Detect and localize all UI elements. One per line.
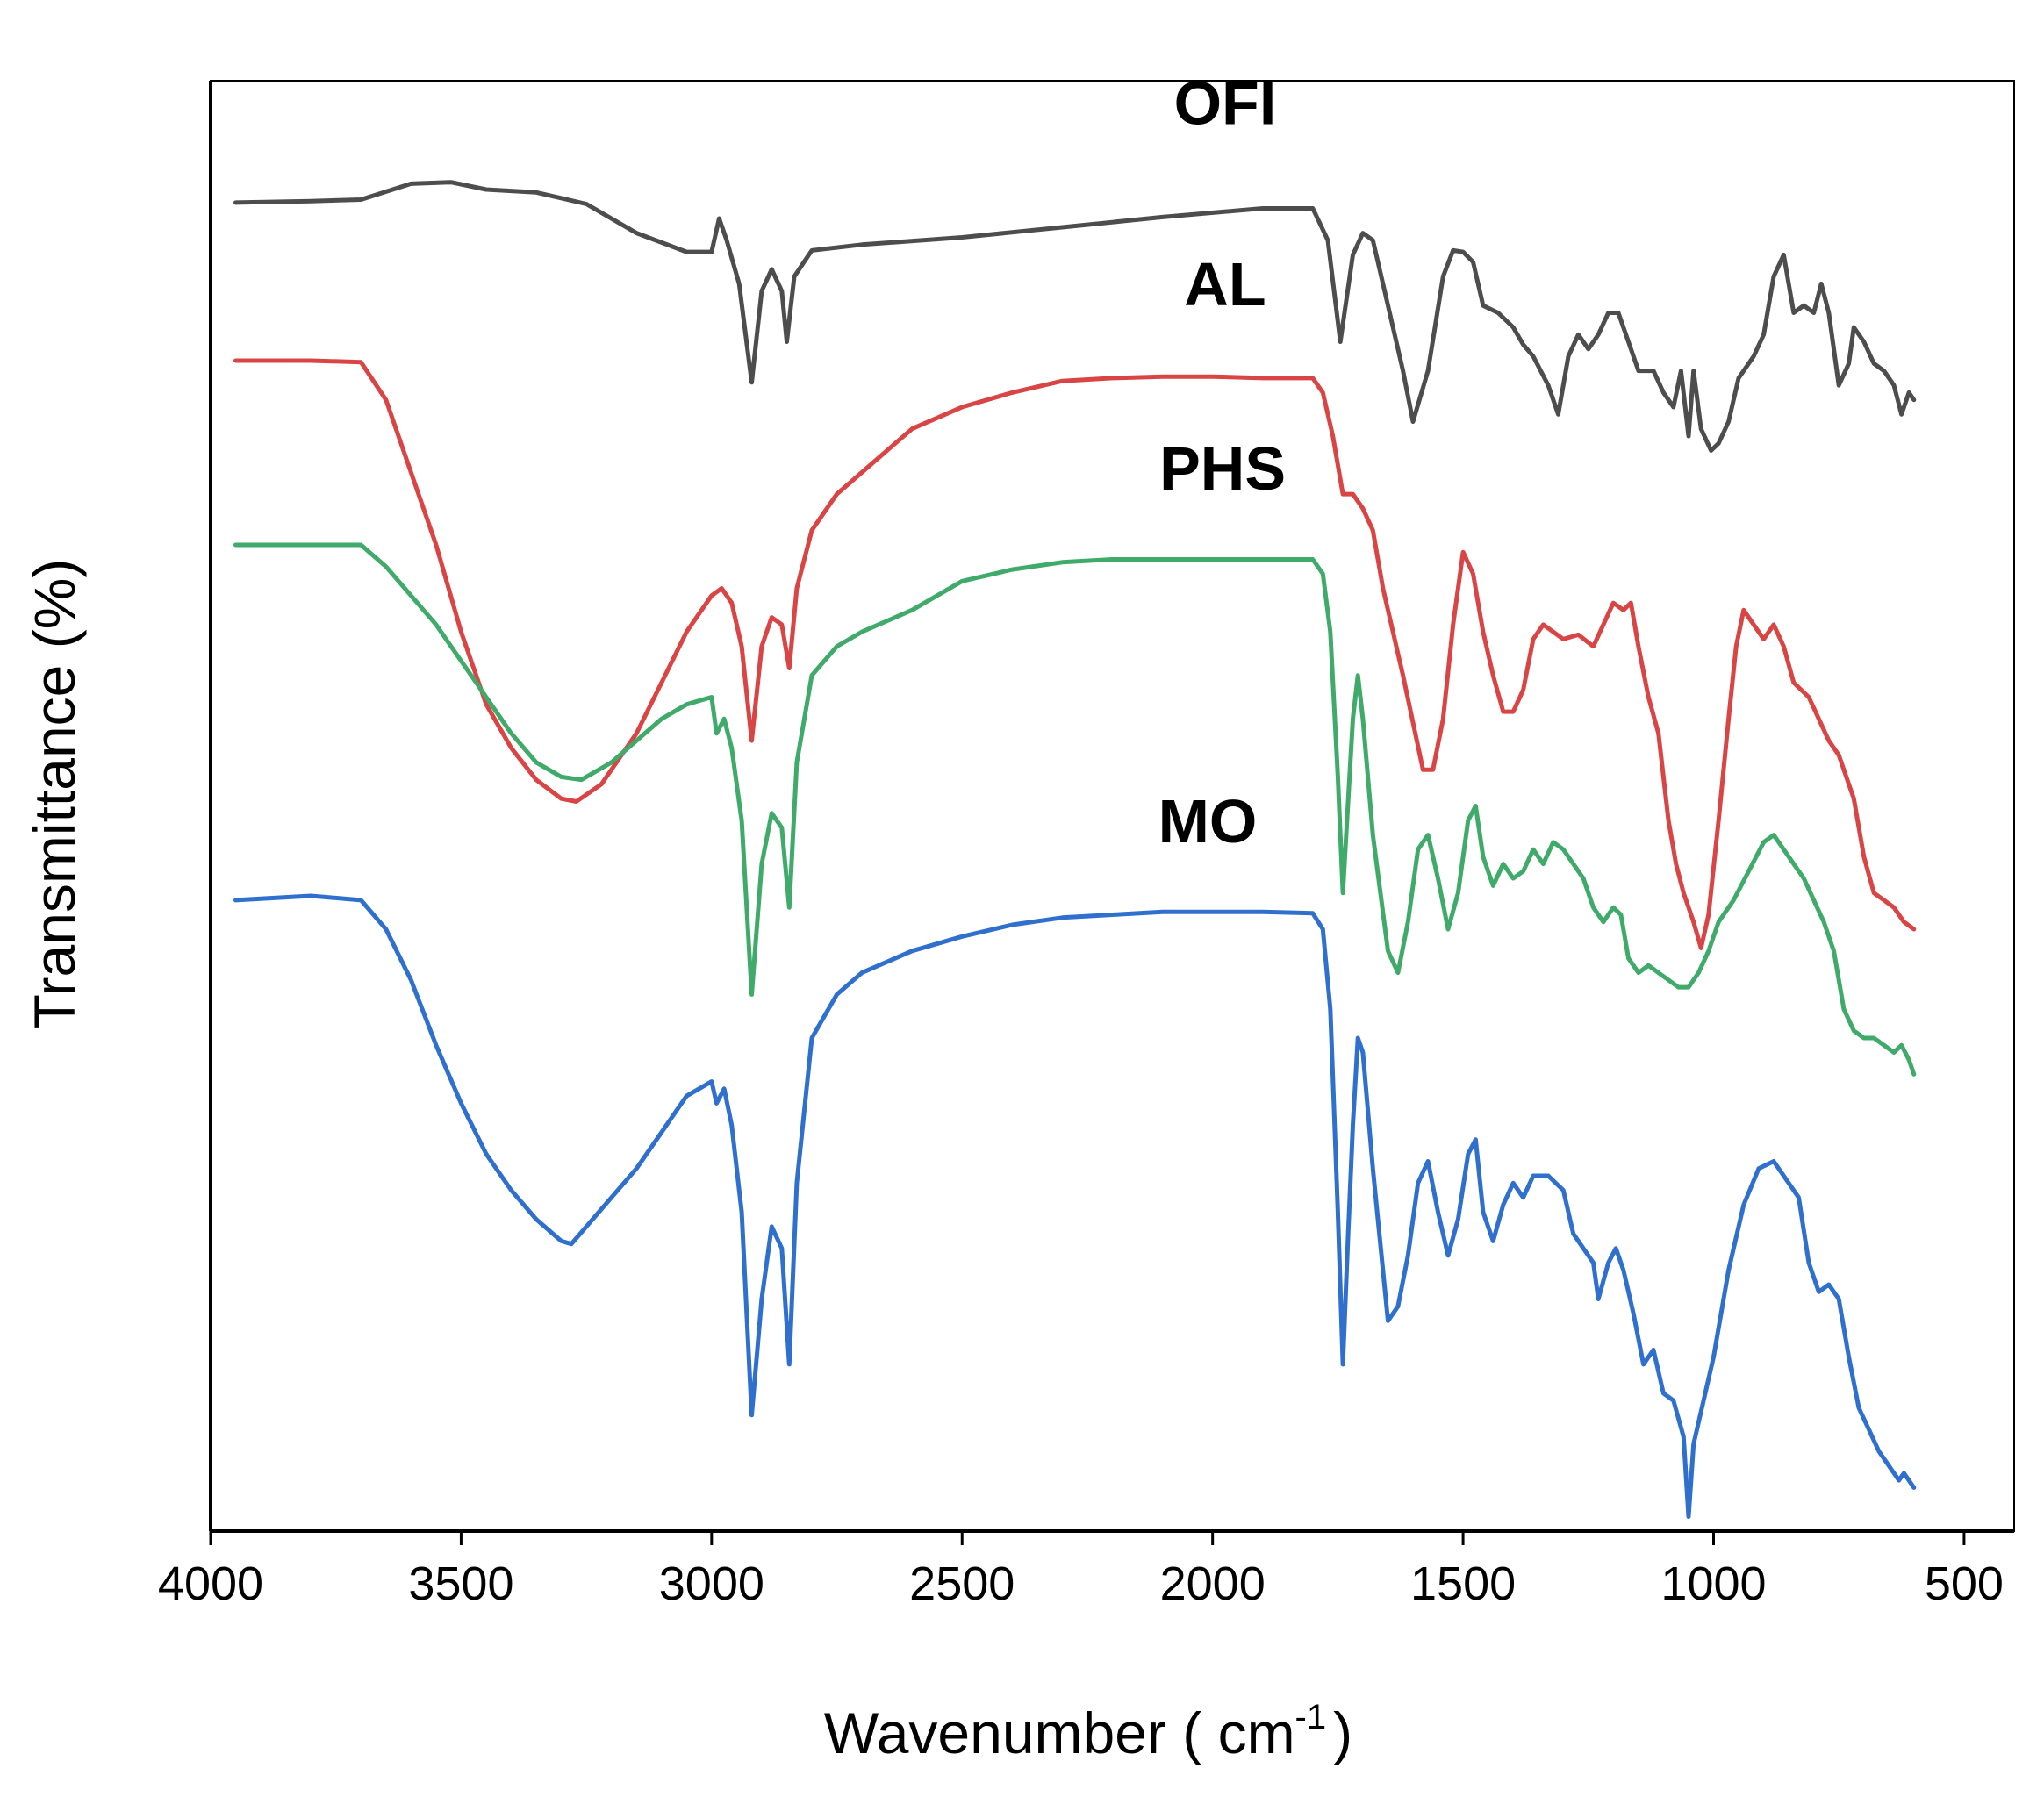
x-axis-title-main: Wavenumber ( cm (824, 1700, 1295, 1765)
x-ticks: 4000 3500 3000 2500 2000 1500 1000 500 (158, 1531, 2004, 1610)
x-tick-label: 2500 (909, 1557, 1015, 1610)
series-label-phs: PHS (1159, 434, 1286, 503)
series-group (233, 180, 1917, 1519)
plot-frame (210, 80, 2015, 1532)
series-line-al (233, 358, 1917, 950)
x-tick-label: 1500 (1410, 1557, 1516, 1610)
series-line-phs (233, 542, 1917, 1077)
x-tick-label: 3000 (659, 1557, 764, 1610)
series-labels: OFI AL PHS MO (1158, 69, 1286, 856)
y-axis-title: Transmittance (%) (22, 559, 87, 1030)
series-line-mo (233, 893, 1917, 1519)
x-tick-label: 1000 (1660, 1557, 1766, 1610)
series-label-al: AL (1184, 250, 1266, 319)
series-label-mo: MO (1158, 787, 1258, 856)
x-tick-label: 2000 (1160, 1557, 1266, 1610)
x-axis-title-superscript: -1 (1295, 1698, 1327, 1736)
x-tick-label: 500 (1925, 1557, 2004, 1610)
axes (209, 80, 2015, 1533)
x-tick-label: 3500 (408, 1557, 513, 1610)
x-axis-title: Wavenumber ( cm-1) (824, 1698, 1352, 1765)
series-label-ofi: OFI (1174, 69, 1277, 138)
x-axis-title-close: ) (1333, 1700, 1352, 1765)
x-tick-label: 4000 (158, 1557, 263, 1610)
series-line-ofi (233, 180, 1917, 453)
